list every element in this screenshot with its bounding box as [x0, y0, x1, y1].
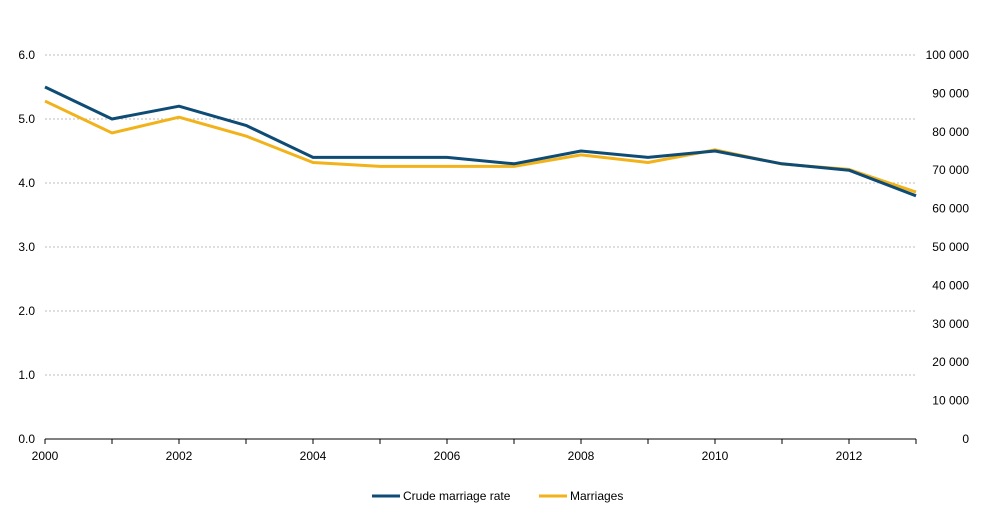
y-right-tick-label: 20 000 [932, 355, 969, 369]
y-right-tick-label: 30 000 [932, 317, 969, 331]
x-tick-label: 2012 [836, 449, 863, 463]
x-tick-label: 2006 [434, 449, 461, 463]
y-left-tick-label: 6.0 [18, 48, 35, 62]
y-left-tick-label: 4.0 [18, 176, 35, 190]
series-line-marriages [44, 99, 917, 194]
series-lines [44, 85, 917, 198]
x-tick-label: 2002 [166, 449, 193, 463]
x-tick-label: 2000 [32, 449, 59, 463]
legend: Crude marriage rate Marriages [372, 489, 623, 503]
series-line-crude-marriage-rate [44, 85, 917, 198]
y-right-tick-label: 50 000 [932, 240, 969, 254]
legend-label: Marriages [570, 489, 623, 503]
y-left-tick-label: 2.0 [18, 304, 35, 318]
y-right-tick-label: 60 000 [932, 202, 969, 216]
y-left-tick-label: 5.0 [18, 112, 35, 126]
legend-label: Crude marriage rate [403, 489, 511, 503]
y-right-tick-label: 40 000 [932, 278, 969, 292]
x-tick-label: 2004 [300, 449, 327, 463]
y-right-tick-label: 90 000 [932, 86, 969, 100]
y-right-tick-label: 10 000 [932, 394, 969, 408]
y-left-tick-label: 0.0 [18, 432, 35, 446]
y-left-tick-label: 1.0 [18, 368, 35, 382]
y-right-tick-label: 80 000 [932, 125, 969, 139]
x-tick-label: 2010 [702, 449, 729, 463]
y-left-tick-label: 3.0 [18, 240, 35, 254]
y-right-tick-label: 0 [962, 432, 969, 446]
gridlines [45, 54, 916, 376]
y-right-tick-label: 100 000 [926, 48, 970, 62]
x-tick-label: 2008 [568, 449, 595, 463]
axes: 0.0 1.0 2.0 3.0 4.0 5.0 6.0 0 10 000 20 000 30 000… [18, 48, 969, 463]
y-right-tick-label: 70 000 [932, 163, 969, 177]
